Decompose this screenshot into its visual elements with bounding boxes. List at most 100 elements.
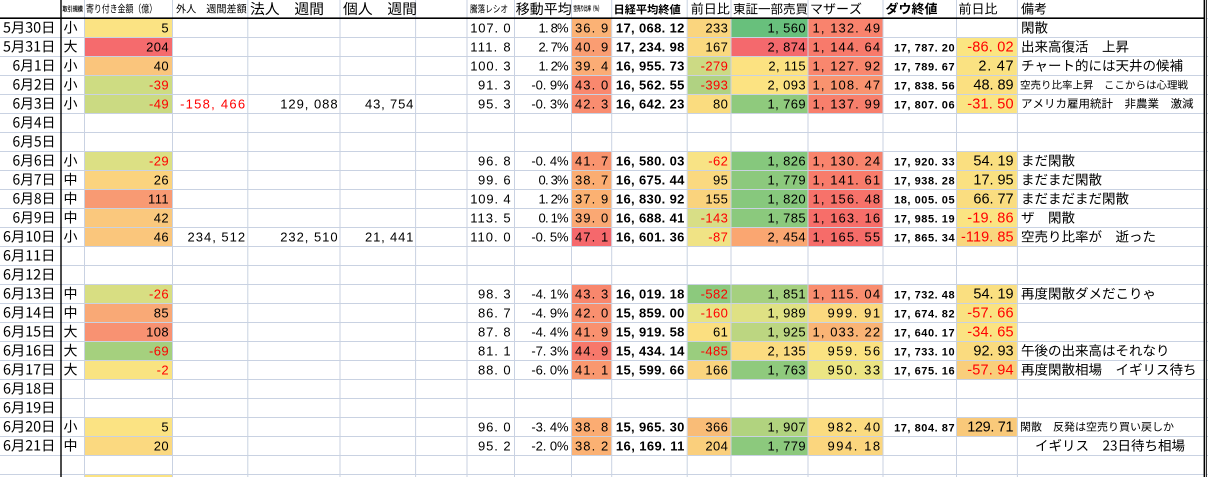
svg-text:167: 167 — [705, 40, 728, 55]
svg-text:99. 6: 99. 6 — [478, 173, 511, 188]
svg-text:-582: -582 — [701, 287, 729, 302]
svg-text:-39: -39 — [149, 78, 169, 93]
svg-text:108: 108 — [146, 325, 169, 340]
svg-text:26: 26 — [154, 173, 169, 188]
svg-text:17, 920. 33: 17, 920. 33 — [894, 157, 955, 169]
svg-text:17, 675. 16: 17, 675. 16 — [894, 366, 955, 378]
svg-text:15, 859. 00: 15, 859. 00 — [616, 306, 685, 321]
svg-text:1, 163. 16: 1, 163. 16 — [813, 211, 881, 226]
svg-text:38. 8: 38. 8 — [575, 420, 609, 435]
svg-text:107. 0: 107. 0 — [470, 21, 511, 36]
svg-text:233: 233 — [705, 21, 728, 36]
svg-text:16, 601. 36: 16, 601. 36 — [616, 230, 685, 245]
svg-text:129, 088: 129, 088 — [280, 97, 338, 112]
svg-text:1, 907: 1, 907 — [767, 420, 806, 435]
svg-text:-0. 9%: -0. 9% — [531, 78, 569, 93]
svg-text:41. 7: 41. 7 — [575, 154, 609, 169]
svg-text:-6. 0%: -6. 0% — [531, 363, 569, 378]
svg-text:-49: -49 — [149, 97, 169, 112]
svg-text:-29: -29 — [149, 154, 169, 169]
svg-text:-69: -69 — [149, 344, 169, 359]
svg-text:41. 1: 41. 1 — [575, 363, 609, 378]
svg-text:-19. 86: -19. 86 — [967, 211, 1014, 227]
svg-text:44. 9: 44. 9 — [575, 344, 609, 359]
svg-text:1, 141. 61: 1, 141. 61 — [813, 173, 881, 188]
svg-text:80: 80 — [713, 97, 728, 112]
svg-text:1, 156. 48: 1, 156. 48 — [813, 192, 881, 207]
svg-text:17, 838. 56: 17, 838. 56 — [894, 81, 955, 93]
svg-text:1, 779: 1, 779 — [767, 439, 806, 454]
svg-text:16, 675. 44: 16, 675. 44 — [616, 173, 685, 188]
svg-text:15, 434. 14: 15, 434. 14 — [616, 344, 685, 359]
svg-text:85: 85 — [154, 306, 169, 321]
svg-text:232, 510: 232, 510 — [280, 230, 338, 245]
svg-text:-0. 5%: -0. 5% — [531, 230, 569, 245]
svg-text:42. 3: 42. 3 — [575, 97, 609, 112]
svg-text:1, 779: 1, 779 — [767, 173, 806, 188]
svg-text:1, 115. 04: 1, 115. 04 — [813, 287, 881, 302]
svg-text:109. 4: 109. 4 — [470, 192, 511, 207]
svg-text:1, 132. 49: 1, 132. 49 — [813, 21, 881, 36]
svg-text:-3. 4%: -3. 4% — [531, 420, 569, 435]
svg-text:15, 965. 30: 15, 965. 30 — [616, 420, 685, 435]
svg-text:-86. 02: -86. 02 — [967, 40, 1014, 56]
svg-text:1, 826: 1, 826 — [767, 154, 806, 169]
svg-text:129. 71: 129. 71 — [967, 420, 1014, 436]
svg-text:92. 93: 92. 93 — [973, 344, 1014, 360]
svg-text:1, 769: 1, 769 — [767, 97, 806, 112]
svg-text:86. 7: 86. 7 — [478, 306, 511, 321]
svg-text:17, 640. 17: 17, 640. 17 — [894, 328, 955, 340]
svg-text:17, 234. 98: 17, 234. 98 — [616, 40, 685, 55]
svg-text:96. 8: 96. 8 — [478, 154, 511, 169]
svg-text:2, 454: 2, 454 — [767, 230, 806, 245]
svg-text:110. 0: 110. 0 — [470, 230, 511, 245]
svg-text:17, 733. 10: 17, 733. 10 — [894, 347, 955, 359]
svg-text:-4. 1%: -4. 1% — [531, 287, 569, 302]
svg-text:5: 5 — [161, 420, 169, 435]
svg-text:17. 95: 17. 95 — [973, 173, 1014, 189]
svg-text:234, 512: 234, 512 — [188, 230, 246, 245]
svg-text:42: 42 — [154, 211, 169, 226]
svg-text:5: 5 — [161, 21, 169, 36]
svg-text:16, 830. 92: 16, 830. 92 — [616, 192, 685, 207]
svg-text:2. 7%: 2. 7% — [539, 40, 570, 55]
svg-text:48. 89: 48. 89 — [973, 78, 1014, 94]
svg-text:-485: -485 — [701, 344, 729, 359]
svg-text:1, 763: 1, 763 — [767, 363, 806, 378]
svg-text:96. 0: 96. 0 — [478, 420, 511, 435]
svg-text:-2. 0%: -2. 0% — [531, 439, 569, 454]
svg-text:999. 91: 999. 91 — [828, 306, 881, 321]
svg-text:204: 204 — [146, 40, 169, 55]
svg-text:1, 785: 1, 785 — [767, 211, 806, 226]
svg-text:91. 3: 91. 3 — [478, 78, 511, 93]
svg-text:41. 9: 41. 9 — [575, 325, 609, 340]
svg-text:61: 61 — [713, 325, 728, 340]
svg-text:17, 938. 28: 17, 938. 28 — [894, 176, 955, 188]
svg-text:15, 599. 66: 15, 599. 66 — [616, 363, 685, 378]
svg-text:0. 3%: 0. 3% — [539, 173, 570, 188]
svg-text:950. 33: 950. 33 — [828, 363, 881, 378]
svg-text:-158, 466: -158, 466 — [180, 97, 245, 112]
svg-text:46: 46 — [154, 230, 169, 245]
svg-text:17, 865. 34: 17, 865. 34 — [894, 233, 955, 245]
svg-text:42. 0: 42. 0 — [575, 306, 609, 321]
svg-text:17, 674. 82: 17, 674. 82 — [894, 309, 955, 321]
svg-text:1. 8%: 1. 8% — [539, 21, 570, 36]
svg-text:2. 47: 2. 47 — [978, 59, 1014, 75]
svg-text:-279: -279 — [701, 59, 729, 74]
svg-text:366: 366 — [705, 420, 728, 435]
svg-text:43. 3: 43. 3 — [575, 287, 609, 302]
svg-text:100. 3: 100. 3 — [470, 59, 511, 74]
svg-text:1. 2%: 1. 2% — [539, 59, 570, 74]
svg-text:39. 4: 39. 4 — [575, 59, 609, 74]
svg-text:959. 56: 959. 56 — [828, 344, 881, 359]
svg-text:16, 562. 55: 16, 562. 55 — [616, 78, 685, 93]
svg-text:-57. 94: -57. 94 — [967, 363, 1014, 379]
svg-text:-160: -160 — [701, 306, 729, 321]
svg-text:16, 169. 11: 16, 169. 11 — [616, 439, 685, 454]
svg-text:113. 5: 113. 5 — [470, 211, 511, 226]
svg-text:-0. 4%: -0. 4% — [531, 154, 569, 169]
svg-text:95: 95 — [713, 173, 728, 188]
svg-text:2, 093: 2, 093 — [767, 78, 806, 93]
svg-text:88. 0: 88. 0 — [478, 363, 511, 378]
